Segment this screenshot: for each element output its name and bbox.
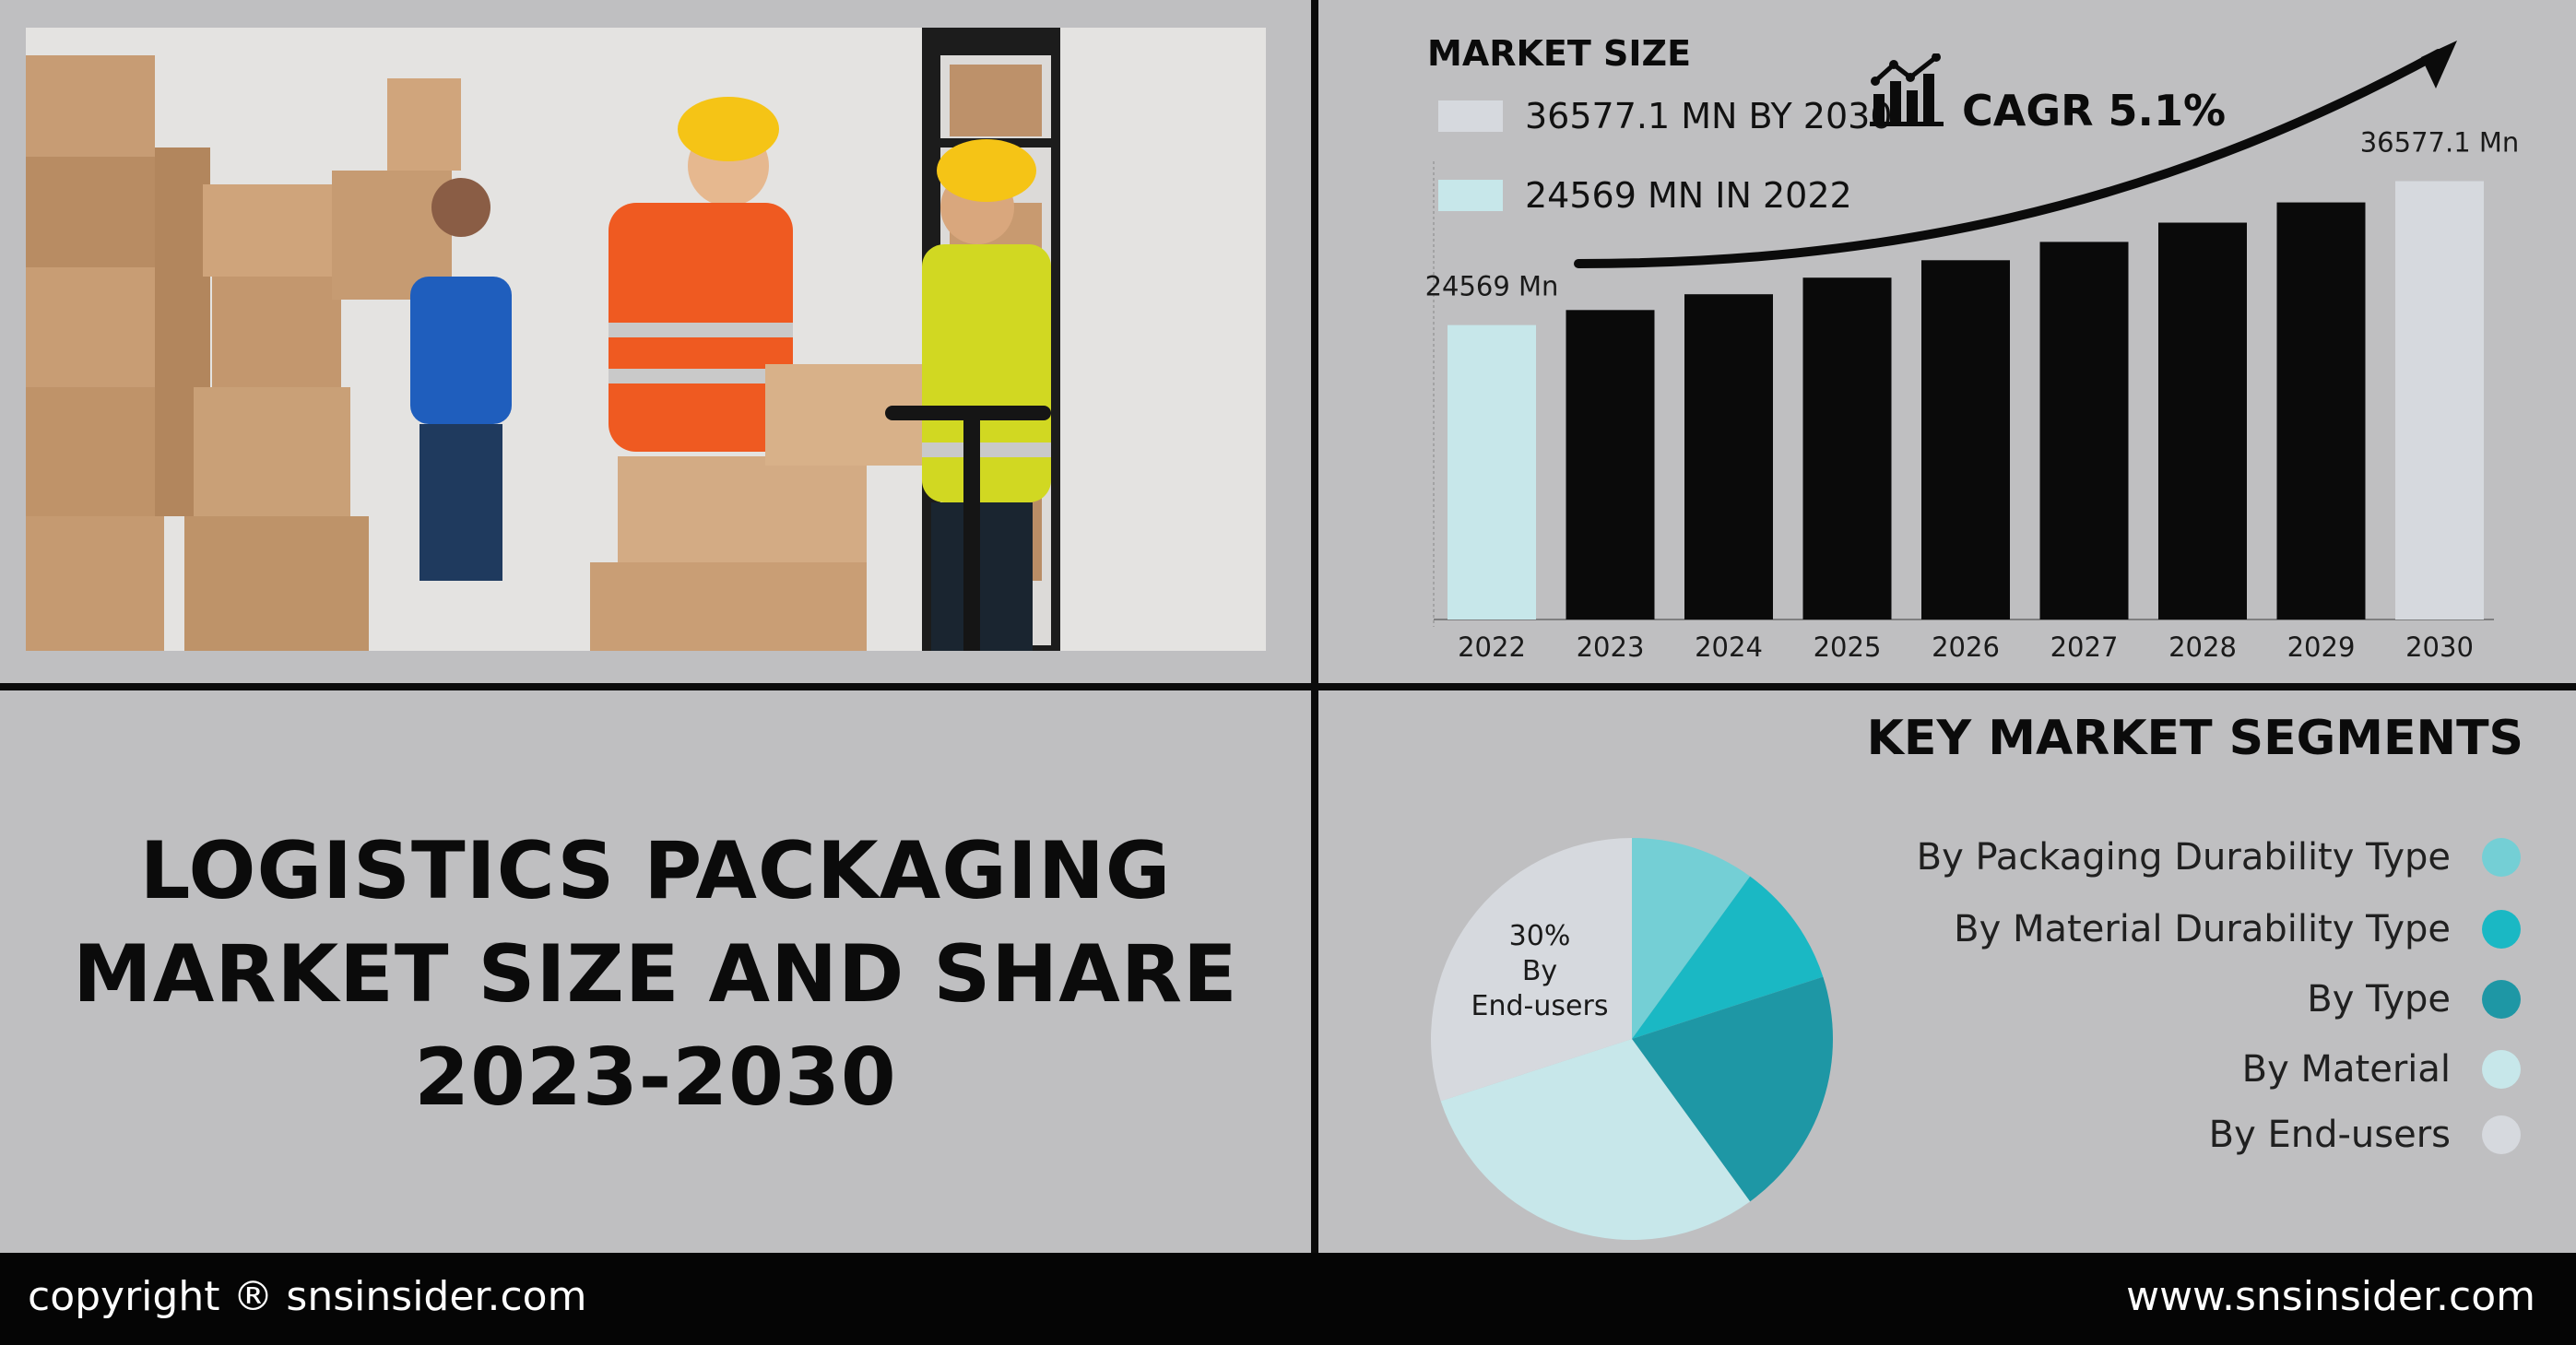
data-label-2030: 36577.1 Mn xyxy=(2360,126,2520,158)
legend-label: By Material Durability Type xyxy=(1954,908,2451,950)
pie-slice-3 xyxy=(1440,1039,1751,1240)
x-tick-label-2024: 2024 xyxy=(1695,631,1763,663)
legend-2030-label: 36577.1 MN BY 2030 xyxy=(1525,96,1893,136)
x-tick-label-2029: 2029 xyxy=(2287,631,2356,663)
growth-arrow-curve xyxy=(1574,49,2443,268)
x-tick-label-2030: 2030 xyxy=(2405,631,2474,663)
pie-annotation-pct: 30% xyxy=(1509,920,1571,952)
photo-panel xyxy=(0,0,1311,683)
pie-slice-4 xyxy=(1431,838,1632,1102)
report-title-line-3: 2023-2030 xyxy=(414,1032,897,1124)
legend-dot xyxy=(2482,838,2521,877)
bar-2027 xyxy=(2039,242,2129,619)
x-tick-label-2027: 2027 xyxy=(2050,631,2119,663)
legend-item-end-users: By End-users xyxy=(2209,1112,2521,1158)
legend-dot xyxy=(2482,910,2521,949)
legend-dot xyxy=(2482,980,2521,1019)
segments-heading: KEY MARKET SEGMENTS xyxy=(1866,711,2523,766)
cagr-label: CAGR 5.1% xyxy=(1962,86,2227,136)
bar-2030 xyxy=(2395,181,2484,620)
legend-2030-row: 36577.1 MN BY 2030 xyxy=(1438,96,1893,136)
x-tick-label-2028: 2028 xyxy=(2168,631,2237,663)
bar-2025 xyxy=(1802,277,1892,619)
x-tick-label-2022: 2022 xyxy=(1458,631,1526,663)
title-panel: LOGISTICS PACKAGING MARKET SIZE AND SHAR… xyxy=(0,690,1311,1253)
vertical-divider xyxy=(1311,0,1318,1253)
pie-annotation-by: By xyxy=(1522,955,1557,987)
market-size-bar-chart: 2022 24569 Mn 2023 2024 2025 2026 2027 2028 2029… xyxy=(1425,41,2520,663)
legend-item-material: By Material xyxy=(2242,1046,2521,1092)
market-size-heading: MARKET SIZE xyxy=(1427,33,1692,74)
legend-label: By Material xyxy=(2241,1048,2451,1091)
market-size-panel: MARKET SIZE 36577.1 MN BY 2030 24569 MN … xyxy=(1318,0,2576,683)
bar-2026 xyxy=(1921,260,2010,619)
legend-label: By Type xyxy=(2307,978,2451,1021)
bar-2029 xyxy=(2276,202,2366,619)
bar-2023 xyxy=(1566,310,1655,619)
bar-2024 xyxy=(1684,294,1773,619)
copyright-text: copyright ® snsinsider.com xyxy=(28,1273,587,1320)
pie-annotation-name: End-users xyxy=(1471,990,1609,1022)
footer: copyright ® snsinsider.com www.snsinside… xyxy=(0,1253,2576,1345)
pie-slice-2 xyxy=(1632,976,1833,1202)
growth-arrow-head xyxy=(2421,41,2457,88)
warehouse-photo xyxy=(26,28,1266,651)
pie-slice-1 xyxy=(1632,876,1824,1039)
report-title-line-2: MARKET SIZE AND SHARE xyxy=(73,928,1238,1021)
legend-2030-swatch xyxy=(1438,100,1503,132)
data-label-2022: 24569 Mn xyxy=(1425,271,1559,302)
legend-label: By Packaging Durability Type xyxy=(1916,836,2451,879)
x-tick-label-2026: 2026 xyxy=(1932,631,2000,663)
x-tick-label-2025: 2025 xyxy=(1814,631,1882,663)
segments-panel: KEY MARKET SEGMENTS 30% By End-users By … xyxy=(1318,690,2576,1253)
legend-dot xyxy=(2482,1115,2521,1154)
legend-2022-swatch xyxy=(1438,180,1503,211)
website-link[interactable]: www.snsinsider.com xyxy=(2126,1273,2535,1320)
report-title: LOGISTICS PACKAGING MARKET SIZE AND SHAR… xyxy=(0,820,1311,1129)
legend-item-material-durability: By Material Durability Type xyxy=(1954,906,2521,952)
legend-2022-label: 24569 MN IN 2022 xyxy=(1525,175,1852,216)
bar-2022 xyxy=(1448,324,1536,619)
legend-item-type: By Type xyxy=(2307,976,2521,1022)
bar-2028 xyxy=(2158,222,2247,619)
legend-dot xyxy=(2482,1050,2521,1089)
horizontal-divider xyxy=(0,683,2576,690)
legend-item-packaging-durability: By Packaging Durability Type xyxy=(1917,834,2521,880)
segments-pie-chart: 30% By End-users xyxy=(1431,838,1833,1240)
legend-label: By End-users xyxy=(2208,1114,2451,1156)
report-title-line-1: LOGISTICS PACKAGING xyxy=(139,825,1172,917)
x-tick-label-2023: 2023 xyxy=(1577,631,1645,663)
pie-slice-0 xyxy=(1632,838,1751,1039)
legend-2022-row: 24569 MN IN 2022 xyxy=(1438,175,1852,216)
bar-chart-trend-icon xyxy=(1870,53,1944,126)
